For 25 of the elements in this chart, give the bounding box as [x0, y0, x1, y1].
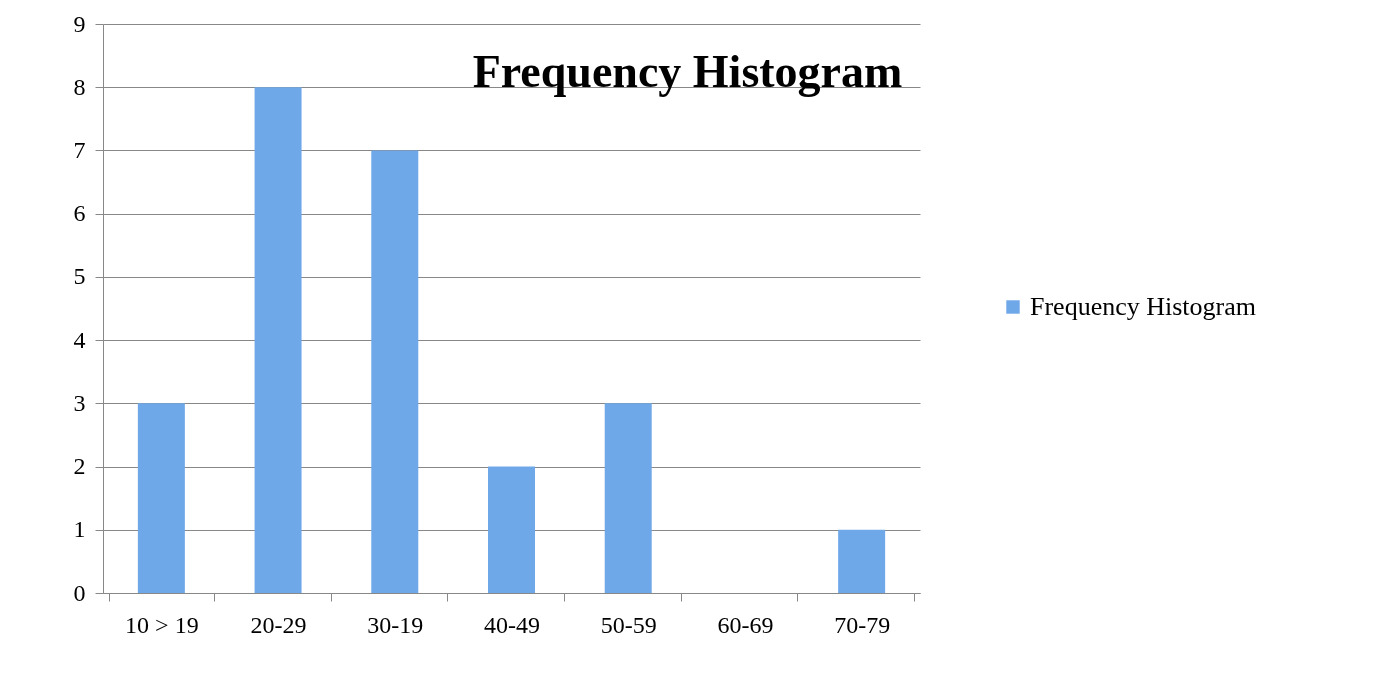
- x-tick-label: 30-19: [367, 611, 424, 638]
- y-tick-label: 9: [73, 10, 86, 37]
- legend-label: Frequency Histogram: [1030, 292, 1257, 321]
- y-tick-label: 0: [73, 579, 86, 606]
- y-tick-label: 1: [73, 516, 86, 543]
- x-tick-label: 70-79: [834, 611, 891, 638]
- bar: [137, 403, 185, 593]
- bar: [604, 403, 652, 593]
- y-tick-label: 3: [73, 389, 86, 416]
- bar: [371, 150, 419, 593]
- y-tick-label: 8: [73, 73, 86, 100]
- bar: [838, 529, 886, 593]
- text: Frequency Histogram: [472, 46, 903, 97]
- x-tick-label: 20-29: [250, 611, 307, 638]
- bar: [488, 466, 535, 593]
- x-tick-label: 50-59: [600, 611, 657, 638]
- y-tick-label: 7: [73, 136, 86, 163]
- x-tick-label: 10 > 19: [125, 611, 199, 638]
- x-tick-label: 40-49: [484, 611, 540, 638]
- y-tick-label: 6: [73, 200, 86, 227]
- y-tick-label: 5: [73, 263, 86, 290]
- x-tick-label: 60-69: [717, 611, 774, 638]
- y-tick-label: 4: [73, 326, 86, 353]
- y-tick-label: 2: [73, 453, 86, 480]
- bar: [254, 87, 302, 593]
